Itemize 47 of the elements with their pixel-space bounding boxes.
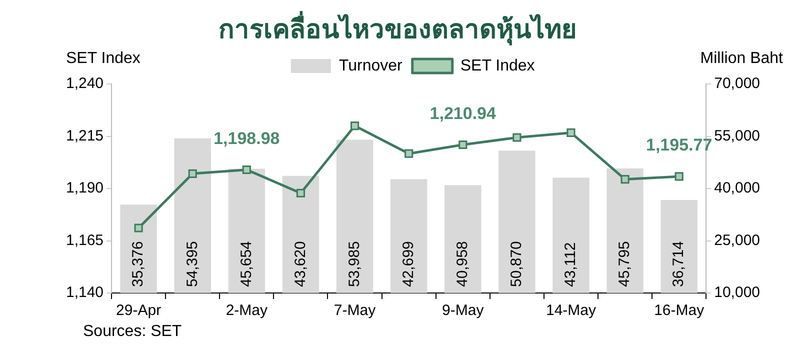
point <box>134 224 143 232</box>
legend-label: Turnover <box>338 57 404 74</box>
y-tick-label: 1,140 <box>66 284 104 302</box>
legend-label: SET Index <box>460 57 535 74</box>
point <box>512 133 522 142</box>
annotation: 1,198.98 <box>214 128 280 148</box>
y2-tick-label: 55,000 <box>714 127 760 144</box>
y-tick-label: 1,190 <box>66 180 104 197</box>
chart-title: การเคลื่อนไหวของตลาดหุ้นไทย <box>218 10 578 48</box>
y2-tick-label: 10,000 <box>714 284 760 302</box>
point <box>404 149 414 158</box>
data-label: 53,985 <box>346 241 363 287</box>
data-label: 50,870 <box>508 241 526 287</box>
y-axis-title: SET Index <box>66 50 140 68</box>
y-tick-label: 1,215 <box>66 127 104 144</box>
x-tick-label: 29-Apr <box>116 302 162 320</box>
y-tick-label: 1,165 <box>66 232 104 249</box>
y-tick-label: 1,240 <box>66 75 104 92</box>
y2-tick-label: 40,000 <box>714 180 760 197</box>
data-label: 45,795 <box>616 241 634 287</box>
point <box>620 175 630 184</box>
data-label: 42,699 <box>400 241 417 287</box>
x-tick-label: 9-May <box>442 302 484 320</box>
point <box>674 172 684 181</box>
data-label: 36,714 <box>670 241 688 287</box>
source-note: Sources: SET <box>83 323 183 341</box>
x-tick-label: 7-May <box>334 302 376 320</box>
point <box>458 140 468 150</box>
x-tick-label: 16-May <box>654 302 705 320</box>
annotation: 1,210.94 <box>430 104 497 123</box>
x-tick-label: 14-May <box>546 302 596 320</box>
point <box>242 165 251 174</box>
x-tick-label: 2-May <box>226 302 268 320</box>
point <box>566 128 576 137</box>
y2-axis-title: Million Baht <box>700 50 783 68</box>
data-label: 35,376 <box>130 241 147 287</box>
point <box>188 169 197 178</box>
data-label: 43,112 <box>562 242 580 287</box>
point <box>296 188 306 198</box>
data-label: 43,620 <box>292 241 309 287</box>
y2-tick-label: 70,000 <box>714 75 760 92</box>
data-label: 54,395 <box>184 241 201 287</box>
point <box>350 122 360 130</box>
data-label: 40,958 <box>454 241 472 287</box>
y2-tick-label: 25,000 <box>714 232 760 249</box>
data-label: 45,654 <box>238 241 255 287</box>
annotation: 1,195.77 <box>646 136 712 155</box>
